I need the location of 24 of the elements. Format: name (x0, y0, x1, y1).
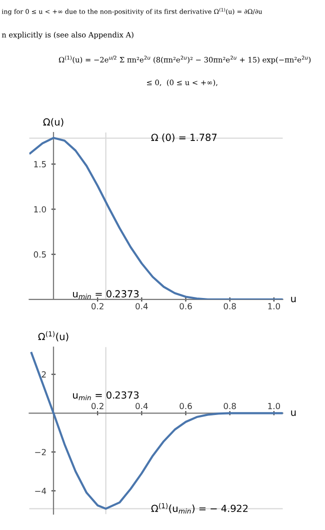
x-tick-label: 0.4 (136, 303, 148, 310)
y-tick-label: 1.5 (34, 161, 46, 168)
x-tick-label: 0.8 (224, 303, 236, 310)
ref-line-label: Ω (0) = 1.787 (151, 133, 217, 142)
x-tick-label: 0.2 (92, 402, 104, 410)
y-tick-label: 2 (42, 371, 46, 378)
x-tick-label: 0.8 (224, 402, 236, 410)
y-tick-label: −2 (35, 448, 46, 456)
y-tick-label: −4 (35, 488, 46, 494)
x-tick-label: 1.0 (268, 303, 280, 310)
x-tick-label: 0.2 (92, 303, 104, 310)
x-tick-label: 0.6 (180, 402, 192, 410)
y-tick-label: 0.5 (34, 251, 46, 258)
y-tick-label: 1.0 (34, 206, 46, 212)
x-tick-label: 0.4 (136, 402, 148, 410)
y-axis-title: Ω$^{(1)}$(u) (38, 331, 68, 342)
x-axis-title: u (291, 296, 296, 302)
ref-line-label: Ω$^{(1)}$(u$_{min}$) = − 4.922 (151, 503, 248, 514)
x-tick-label: 1.0 (268, 402, 280, 410)
x-tick-label: 0.6 (180, 303, 192, 310)
ref-line-label: u$_{min}$ = 0.2373 (73, 290, 139, 299)
ref-line-label: u$_{min}$ = 0.2373 (73, 391, 139, 400)
y-axis-title: Ω(u) (43, 118, 64, 127)
x-axis-title: u (291, 410, 296, 416)
